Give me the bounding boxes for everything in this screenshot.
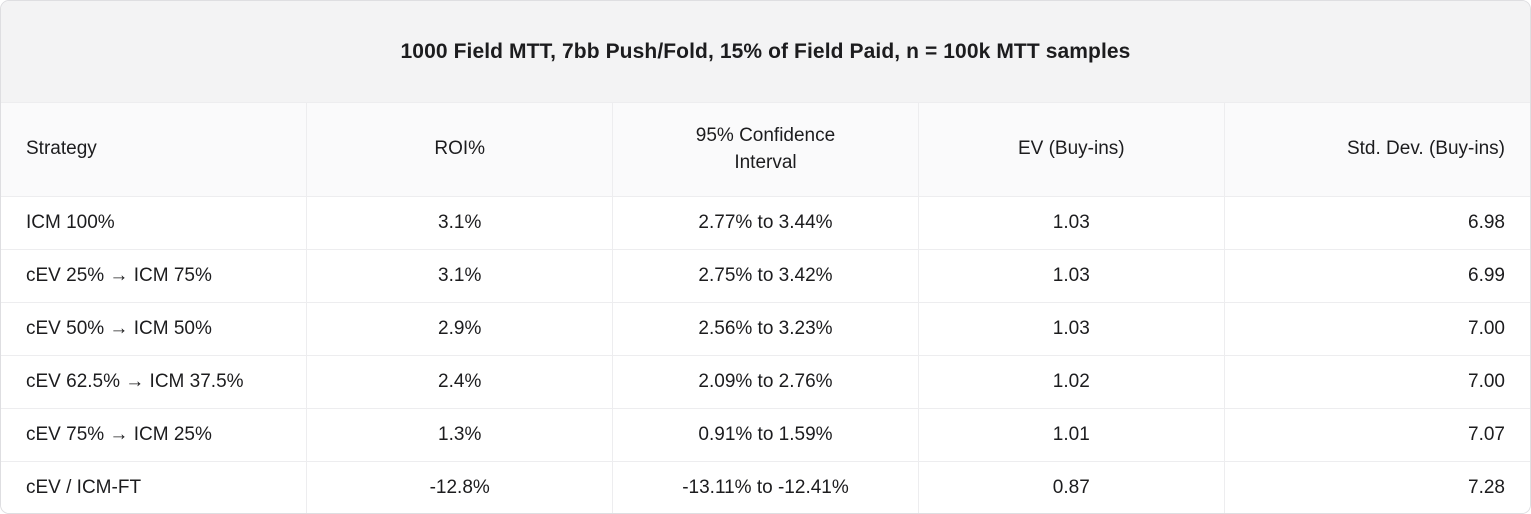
value-cell: 2.9% xyxy=(306,301,613,355)
column-header: ROI% xyxy=(306,103,613,196)
value-cell: 1.3% xyxy=(306,407,613,461)
value-cell: 1.01 xyxy=(917,407,1225,461)
value-cell: 7.00 xyxy=(1223,354,1530,408)
strategy-cell: cEV 25% → ICM 75% xyxy=(1,248,307,302)
table-title: 1000 Field MTT, 7bb Push/Fold, 15% of Fi… xyxy=(400,39,1131,63)
value-cell: 1.02 xyxy=(917,354,1225,408)
value-cell: 0.91% to 1.59% xyxy=(612,407,919,461)
column-header: Std. Dev. (Buy-ins) xyxy=(1223,103,1530,196)
value-cell: 2.77% to 3.44% xyxy=(612,195,919,249)
value-cell: 6.98 xyxy=(1223,195,1530,249)
column-header: EV (Buy-ins) xyxy=(917,103,1225,196)
value-cell: 7.00 xyxy=(1223,301,1530,355)
value-cell: 1.03 xyxy=(917,195,1225,249)
table-row: cEV 62.5% → ICM 37.5% 2.4% 2.09% to 2.76% 1… xyxy=(1,354,1530,408)
table-title-band: 1000 Field MTT, 7bb Push/Fold, 15% of Fi… xyxy=(1,1,1530,103)
column-header: 95% Confidence Interval xyxy=(612,103,919,196)
strategy-cell: cEV 50% → ICM 50% xyxy=(1,301,307,355)
value-cell: 2.09% to 2.76% xyxy=(612,354,919,408)
column-header: Strategy xyxy=(1,103,307,196)
value-cell: -13.11% to -12.41% xyxy=(612,460,919,513)
strategy-cell: cEV 62.5% → ICM 37.5% xyxy=(1,354,307,408)
results-table: Strategy ROI% 95% Confidence Interval EV (B… xyxy=(1,103,1530,513)
value-cell: 7.28 xyxy=(1223,460,1530,513)
value-cell: 6.99 xyxy=(1223,248,1530,302)
strategy-cell: ICM 100% xyxy=(1,195,307,249)
table-row: cEV 75% → ICM 25% 1.3% 0.91% to 1.59% 1.01 7… xyxy=(1,407,1530,461)
table-header-row: Strategy ROI% 95% Confidence Interval EV (B… xyxy=(1,103,1530,196)
value-cell: -12.8% xyxy=(306,460,613,513)
strategy-cell: cEV 75% → ICM 25% xyxy=(1,407,307,461)
value-cell: 1.03 xyxy=(917,248,1225,302)
value-cell: 1.03 xyxy=(917,301,1225,355)
table-row: cEV 25% → ICM 75% 3.1% 2.75% to 3.42% 1.03 6… xyxy=(1,248,1530,302)
table-row: cEV 50% → ICM 50% 2.9% 2.56% to 3.23% 1.03 7… xyxy=(1,301,1530,355)
strategy-cell: cEV / ICM-FT xyxy=(1,460,307,513)
value-cell: 7.07 xyxy=(1223,407,1530,461)
value-cell: 2.56% to 3.23% xyxy=(612,301,919,355)
value-cell: 0.87 xyxy=(917,460,1225,513)
value-cell: 2.75% to 3.42% xyxy=(612,248,919,302)
value-cell: 2.4% xyxy=(306,354,613,408)
value-cell: 3.1% xyxy=(306,195,613,249)
table-row: ICM 100% 3.1% 2.77% to 3.44% 1.03 6.98 xyxy=(1,195,1530,249)
table-row: cEV / ICM-FT -12.8% -13.11% to -12.41% 0.87… xyxy=(1,460,1530,513)
value-cell: 3.1% xyxy=(306,248,613,302)
